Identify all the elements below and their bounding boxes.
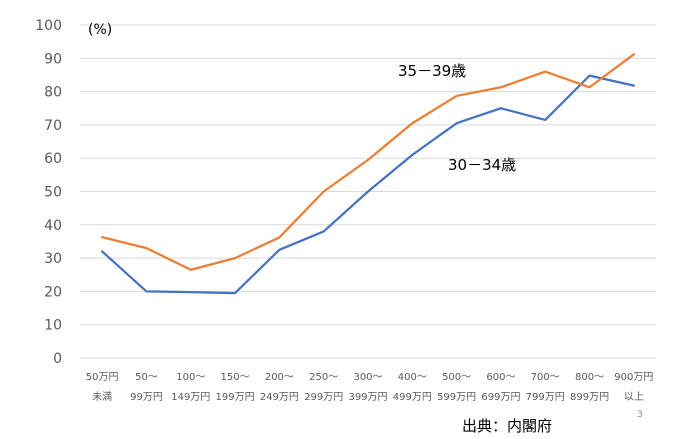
x-tick-label: 600～ — [486, 372, 515, 383]
x-tick-label: 以上 — [624, 391, 644, 403]
series-lines — [101, 53, 635, 295]
x-tick-label: 50万円 — [86, 372, 119, 383]
x-tick-label: 499万円 — [393, 392, 432, 403]
x-tick-label: 599万円 — [437, 392, 476, 403]
y-tick-label: 20 — [44, 284, 62, 300]
x-tick-label: 500～ — [442, 372, 471, 383]
y-tick-label: 80 — [44, 85, 62, 101]
y-tick-label: 100 — [35, 18, 62, 34]
y-tick-label: 60 — [44, 151, 62, 167]
x-tick-label: 700～ — [531, 372, 560, 383]
x-tick-label: 400～ — [398, 372, 427, 383]
series-label-35-39: 35－39歳 — [398, 62, 466, 80]
page-number: 3 — [637, 410, 643, 420]
y-unit-label: (%) — [88, 22, 112, 38]
x-tick-label: 899万円 — [570, 392, 609, 403]
x-tick-label: 399万円 — [348, 392, 387, 403]
y-tick-label: 30 — [44, 251, 62, 267]
y-tick-label: 40 — [44, 218, 62, 234]
y-tick-label: 10 — [44, 318, 62, 334]
x-tick-label: 249万円 — [260, 392, 299, 403]
x-tick-label: 199万円 — [216, 392, 255, 403]
y-tick-label: 70 — [44, 118, 62, 134]
x-tick-label: 未満 — [92, 391, 112, 403]
y-tick-label: 50 — [44, 185, 62, 201]
y-tick-label: 90 — [44, 51, 62, 67]
y-tick-label: 0 — [53, 351, 62, 367]
series-label-30-34: 30－34歳 — [448, 156, 516, 174]
x-tick-label: 250～ — [309, 372, 338, 383]
x-tick-label: 149万円 — [171, 392, 210, 403]
y-axis-ticks: 0 10 20 30 40 50 60 70 80 90 100 — [35, 18, 62, 367]
x-tick-label: 299万円 — [304, 392, 343, 403]
x-tick-label: 300～ — [353, 372, 382, 383]
x-tick-label: 800～ — [575, 372, 604, 383]
source-note: 出典：内閣府 — [462, 417, 552, 435]
x-tick-label: 99万円 — [130, 392, 163, 403]
x-tick-label: 699万円 — [481, 392, 520, 403]
x-tick-label: 799万円 — [526, 392, 565, 403]
x-tick-label: 100～ — [176, 372, 205, 383]
x-tick-label: 150～ — [221, 372, 250, 383]
x-tick-label: 200～ — [265, 372, 294, 383]
x-tick-label: 900万円 — [614, 372, 653, 383]
series-line-0 — [101, 74, 635, 295]
series-line-1 — [101, 53, 635, 271]
x-tick-label: 50～ — [135, 372, 158, 383]
